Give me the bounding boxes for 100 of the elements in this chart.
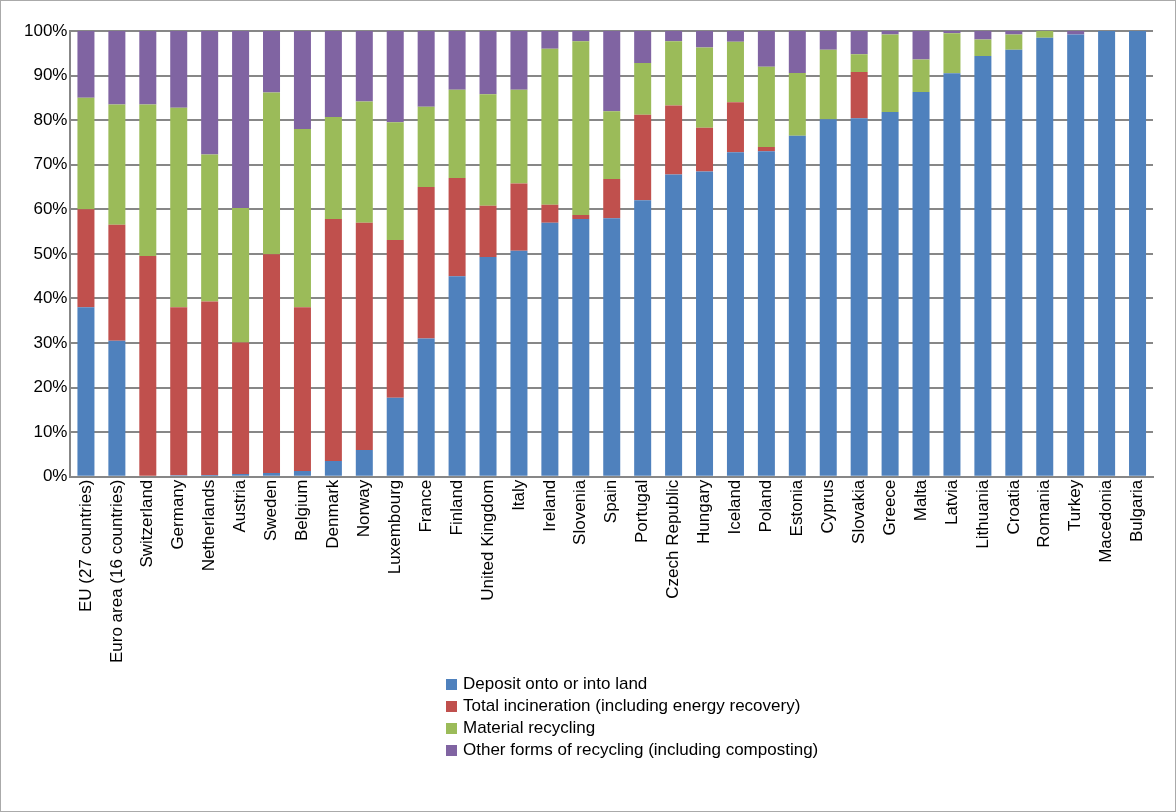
bar xyxy=(1005,34,1023,50)
bar xyxy=(1098,31,1116,476)
bar xyxy=(541,204,559,223)
bar xyxy=(1129,31,1147,476)
bar xyxy=(108,340,126,476)
x-tick-label: Lithuania xyxy=(972,479,992,549)
bar xyxy=(819,31,837,50)
x-tick-label: Cyprus xyxy=(817,479,837,534)
y-tick-label: 10% xyxy=(33,421,68,441)
bar xyxy=(881,31,899,35)
bar xyxy=(819,119,837,476)
bar xyxy=(293,31,311,130)
bar xyxy=(572,41,590,216)
y-tick-label: 30% xyxy=(33,332,68,352)
x-tick-label: EU (27 countries) xyxy=(75,479,95,612)
bar xyxy=(324,31,342,118)
bar xyxy=(108,31,126,105)
bar xyxy=(201,154,219,302)
bar xyxy=(201,31,219,155)
bar xyxy=(943,73,961,476)
bar xyxy=(139,31,157,105)
bar xyxy=(572,215,590,220)
bar xyxy=(665,105,683,175)
bar xyxy=(696,127,714,172)
y-tick-label: 50% xyxy=(33,243,68,263)
x-tick-label: Czech Republic xyxy=(663,479,683,599)
bar xyxy=(108,104,126,225)
legend-label: Material recycling xyxy=(463,718,596,738)
bar xyxy=(355,449,373,476)
x-tick-label: Hungary xyxy=(694,479,714,544)
bar xyxy=(417,31,435,107)
x-tick-label: Ireland xyxy=(539,479,559,532)
x-tick-label: Sweden xyxy=(261,479,281,542)
bar xyxy=(665,41,683,106)
bar xyxy=(324,461,342,476)
bar xyxy=(355,222,373,450)
x-tick-label: Macedonia xyxy=(1096,479,1116,563)
x-tick-label: Poland xyxy=(756,479,776,533)
x-tick-label: Netherlands xyxy=(199,479,219,572)
x-tick-label: France xyxy=(415,479,435,533)
y-tick-label: 90% xyxy=(33,65,68,85)
bar xyxy=(974,55,992,476)
bar xyxy=(263,31,281,93)
bar xyxy=(448,89,466,179)
bar xyxy=(541,31,559,49)
bar xyxy=(850,31,868,55)
bar xyxy=(355,31,373,102)
bar xyxy=(634,200,652,476)
x-tick-label: Italy xyxy=(508,479,528,511)
bar xyxy=(696,171,714,476)
bar xyxy=(417,106,435,187)
bar xyxy=(293,470,311,476)
bar xyxy=(850,118,868,476)
bar xyxy=(696,47,714,128)
bar xyxy=(603,218,621,476)
y-tick-label: 70% xyxy=(33,154,68,174)
legend-label: Total incineration (including energy recovery) xyxy=(463,696,801,716)
bar xyxy=(912,59,930,93)
x-tick-label: Norway xyxy=(353,479,373,538)
x-tick-label: Iceland xyxy=(725,479,745,535)
x-tick-label: Austria xyxy=(230,479,250,533)
bar xyxy=(788,31,806,73)
bar xyxy=(788,72,806,136)
x-tick-label: Turkey xyxy=(1065,479,1085,532)
bar xyxy=(201,301,219,475)
bar xyxy=(510,250,528,476)
x-tick-label: Latvia xyxy=(941,479,961,526)
y-tick-label: 40% xyxy=(33,288,68,308)
bar xyxy=(108,224,126,341)
bar xyxy=(757,151,775,476)
bar xyxy=(510,89,528,184)
bar xyxy=(850,54,868,72)
x-tick-label: Luxembourg xyxy=(384,479,404,575)
bar xyxy=(510,183,528,251)
bar xyxy=(170,31,188,108)
x-tick-label: Croatia xyxy=(1003,479,1023,535)
bar xyxy=(448,178,466,277)
bar xyxy=(479,256,497,476)
bar xyxy=(1067,34,1085,476)
bar xyxy=(386,31,404,123)
bar xyxy=(77,307,95,476)
y-tick-label: 80% xyxy=(33,109,68,129)
x-tick-label: Denmark xyxy=(323,479,343,549)
bar xyxy=(232,207,250,343)
bar xyxy=(1067,31,1085,35)
bar xyxy=(1005,31,1023,35)
bar xyxy=(726,31,744,42)
bar xyxy=(943,33,961,74)
bar xyxy=(541,222,559,476)
x-tick-label: Estonia xyxy=(787,479,806,537)
bar xyxy=(263,92,281,255)
bar xyxy=(541,48,559,205)
bar xyxy=(572,219,590,476)
x-tick-label: United Kingdom xyxy=(477,479,497,601)
legend-label: Deposit onto or into land xyxy=(463,674,648,694)
bar xyxy=(386,122,404,241)
bar xyxy=(417,338,435,476)
y-tick-label: 60% xyxy=(33,198,68,218)
x-tick-label: Slovenia xyxy=(570,479,590,545)
bar xyxy=(479,31,497,95)
